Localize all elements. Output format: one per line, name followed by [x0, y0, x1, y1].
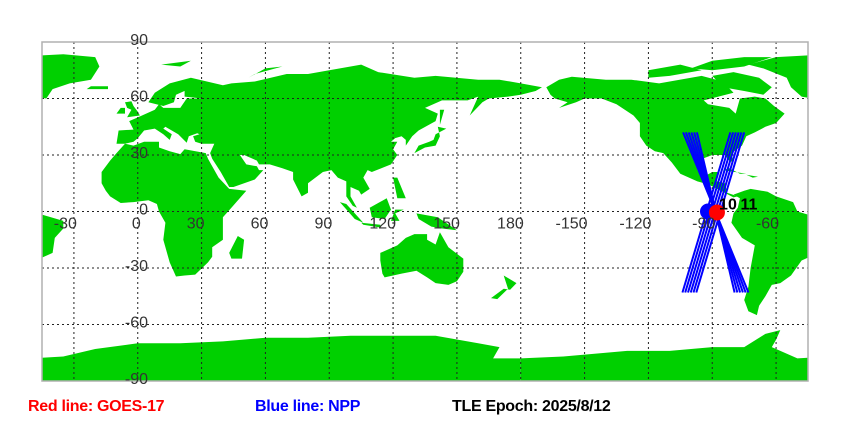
land-antarctica [520, 330, 808, 381]
time-label: 10 [719, 197, 737, 214]
land-philippines [393, 177, 406, 199]
land-masses [0, 54, 808, 381]
land-eurasia [116, 64, 542, 208]
land-new-zealand [491, 275, 517, 300]
time-label: 11 [740, 197, 757, 214]
map-frame [41, 41, 809, 382]
lon-label: -150 [556, 216, 588, 233]
lon-label: 90 [314, 216, 332, 233]
land-greenland [748, 55, 808, 98]
land-antarctica [42, 335, 521, 381]
land-sakhalin [439, 109, 445, 125]
land-cuba [722, 168, 747, 174]
lon-label: 60 [251, 216, 269, 233]
land-baffin-island [0, 72, 6, 95]
lon-label: -30 [54, 216, 77, 233]
lon-label: -90 [692, 216, 715, 233]
land-north-america [546, 75, 785, 198]
grid-labels: -30 0 30 60 90 120 150 180 -150 -120 -90 -60 90 60 30 0… [54, 32, 779, 388]
legend-red-line: Red line: GOES-17 [28, 398, 165, 415]
lat-label: -90 [125, 371, 148, 388]
lon-label: -120 [619, 216, 651, 233]
lon-label: 30 [187, 216, 205, 233]
land-ellesmere-island [691, 57, 772, 71]
lon-label: -60 [756, 216, 779, 233]
land-japan [414, 126, 447, 154]
lat-label: -60 [125, 315, 148, 332]
lat-label: 90 [130, 32, 148, 49]
lat-label: 30 [130, 145, 148, 162]
land-baffin-island [712, 72, 772, 95]
lat-label: 0 [139, 202, 148, 219]
lat-label: 60 [130, 89, 148, 106]
land-victoria-island [648, 64, 702, 78]
legend-blue-line: Blue line: NPP [255, 398, 361, 415]
land-greenland [42, 54, 100, 99]
position-marker-goes-17 [708, 204, 725, 221]
land-iceland [86, 86, 108, 90]
lon-label: 0 [132, 216, 141, 233]
lat-label: -30 [125, 258, 148, 275]
land-africa [101, 141, 247, 277]
land-madagascar [229, 236, 245, 259]
lon-label: 120 [369, 216, 396, 233]
land-south-america [731, 188, 808, 316]
land-svalbard [161, 60, 191, 67]
land-hispaniola [746, 174, 758, 178]
land-java [361, 222, 381, 228]
lon-label: 150 [433, 216, 460, 233]
lon-label: 180 [497, 216, 524, 233]
land-sumatra [339, 202, 364, 223]
land-great-britain [125, 101, 140, 118]
land-borneo [369, 198, 391, 219]
land-north-america [0, 76, 19, 197]
land-new-guinea [416, 213, 457, 231]
land-south-america [42, 214, 64, 258]
land-ireland [116, 107, 125, 114]
satellite-positions [699, 203, 725, 221]
tle-epoch: TLE Epoch: 2025/8/12 [452, 398, 611, 415]
land-australia [380, 232, 464, 285]
graticule [42, 42, 808, 381]
land-sulawesi [391, 209, 404, 221]
land-ellesmere-island [0, 57, 6, 70]
